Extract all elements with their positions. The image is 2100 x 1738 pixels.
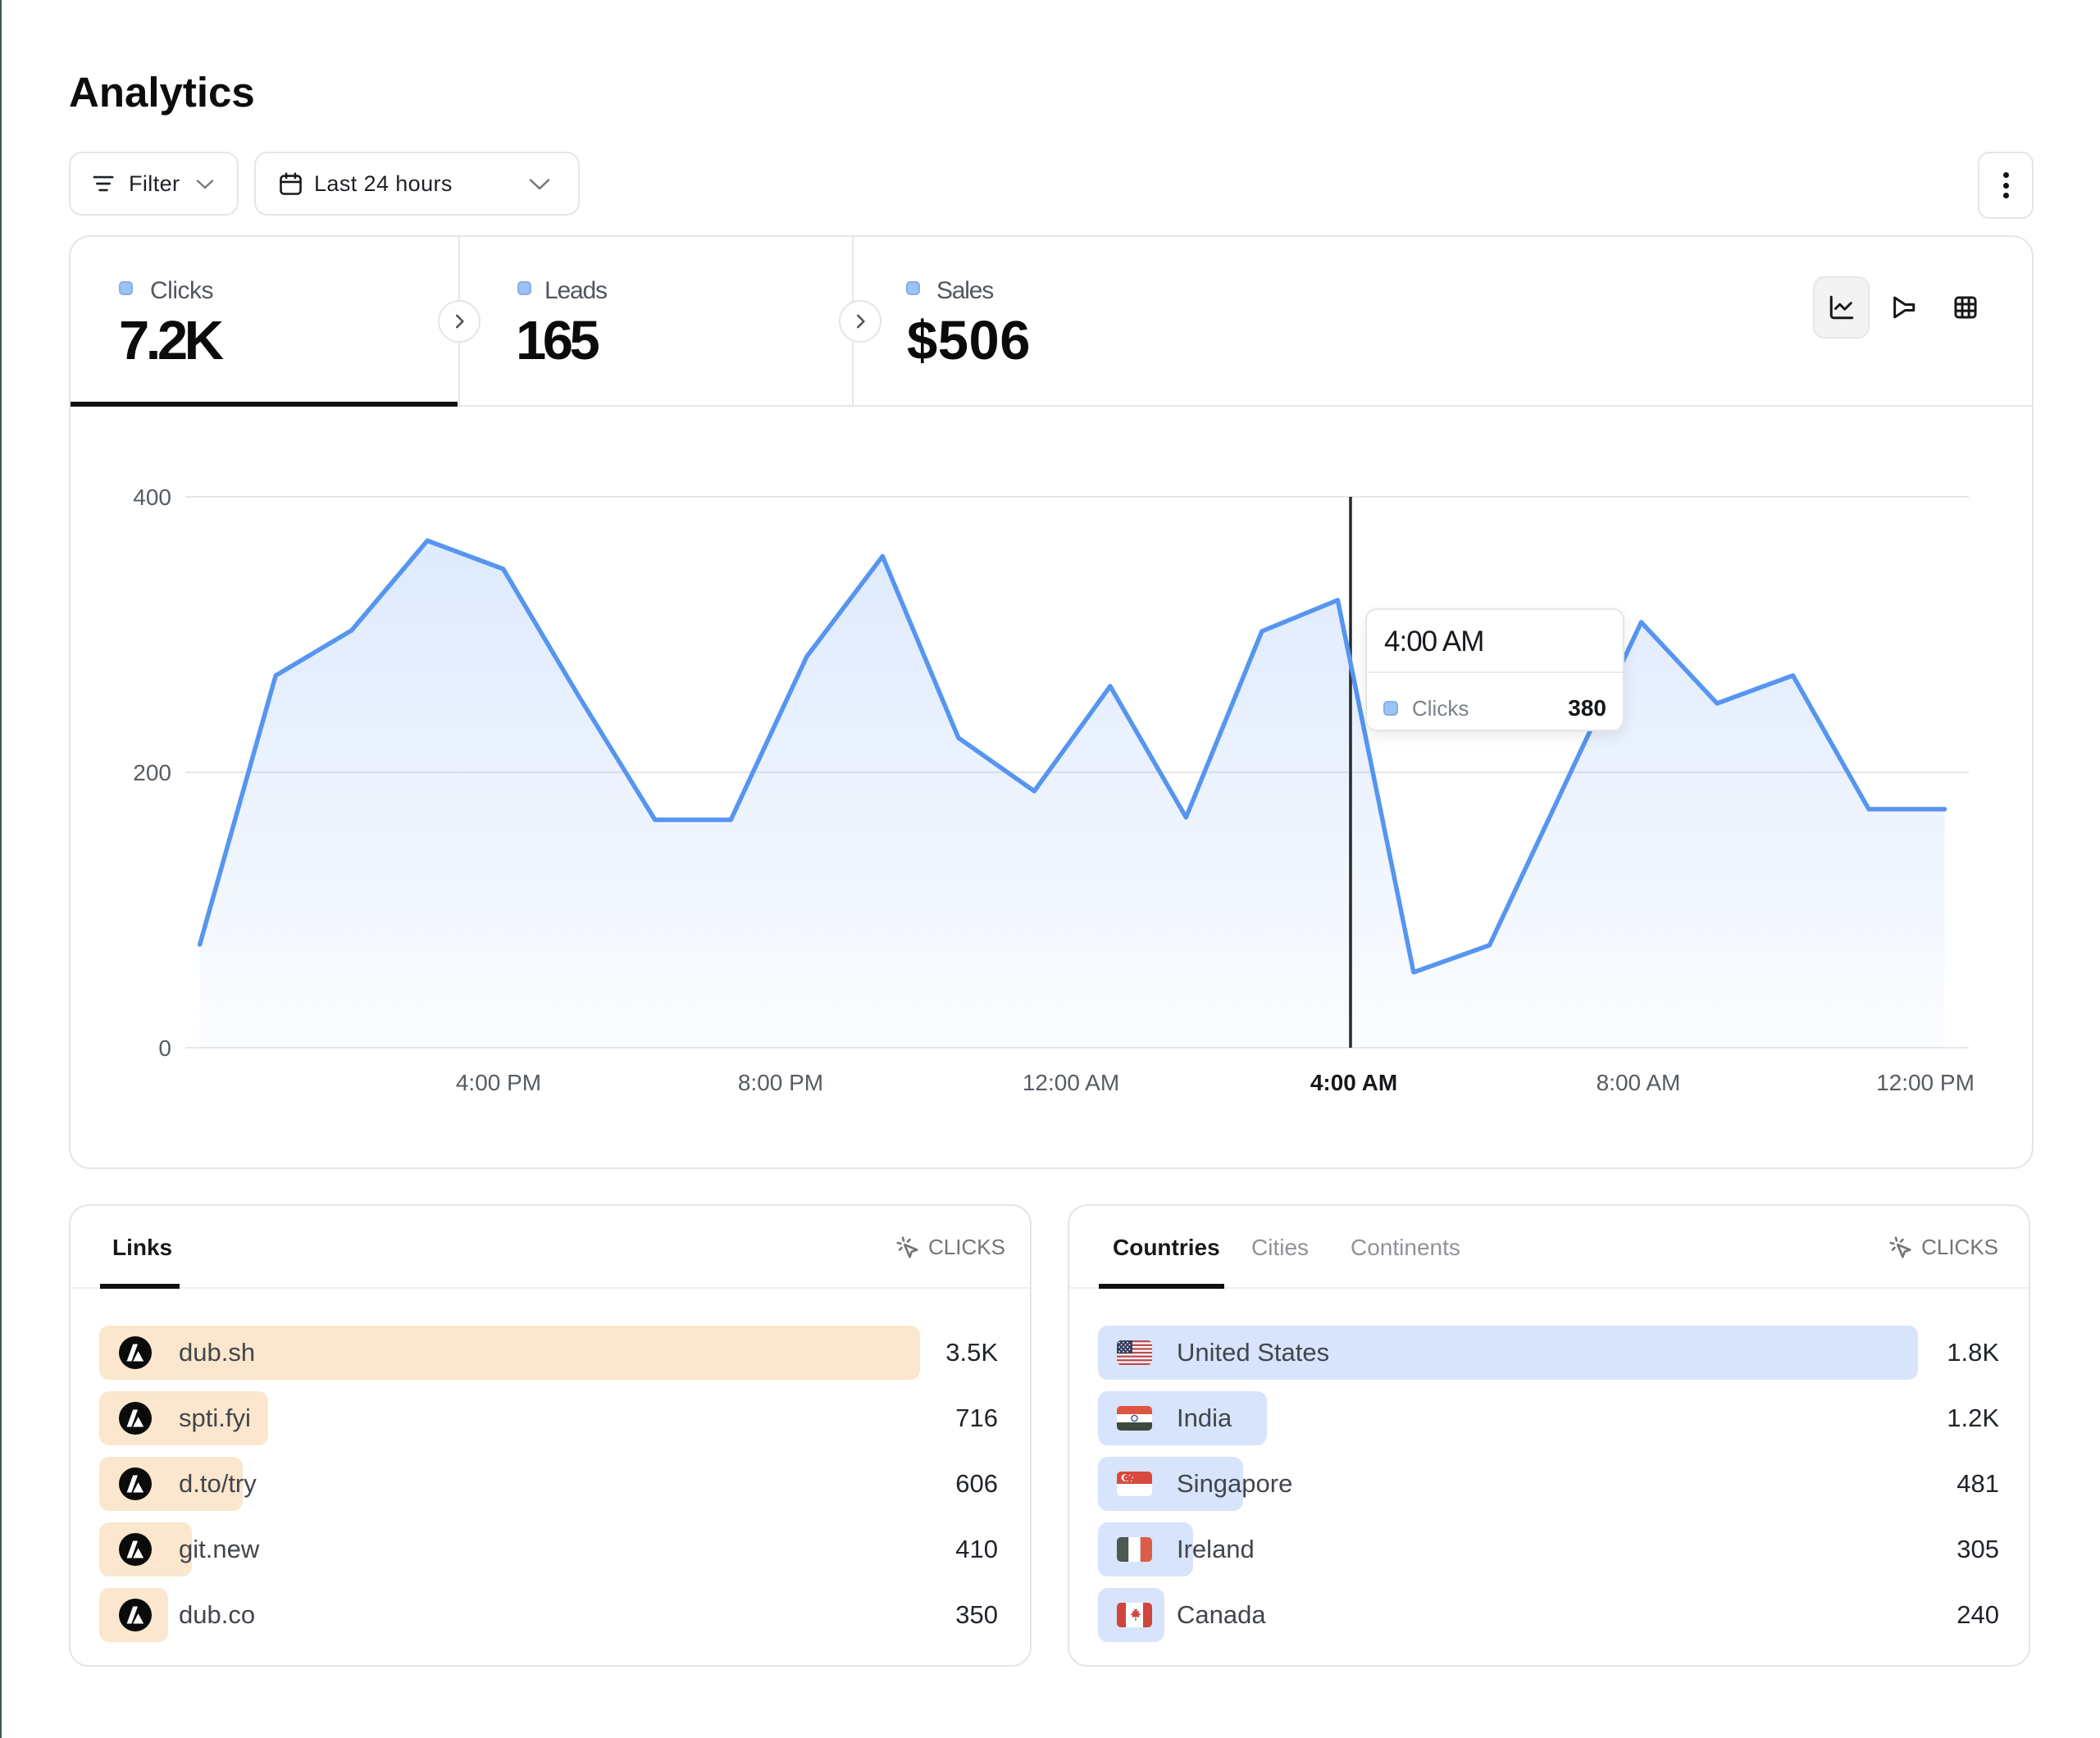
svg-text:4:00 AM: 4:00 AM (1310, 1070, 1397, 1095)
svg-text:200: 200 (133, 760, 171, 785)
svg-text:400: 400 (133, 485, 171, 510)
svg-text:12:00 PM: 12:00 PM (1876, 1070, 1975, 1095)
svg-text:4:00 PM: 4:00 PM (456, 1070, 541, 1095)
svg-text:0: 0 (158, 1035, 171, 1061)
svg-text:8:00 AM: 8:00 AM (1597, 1070, 1681, 1095)
svg-text:8:00 PM: 8:00 PM (738, 1070, 823, 1095)
svg-text:12:00 AM: 12:00 AM (1023, 1070, 1119, 1095)
